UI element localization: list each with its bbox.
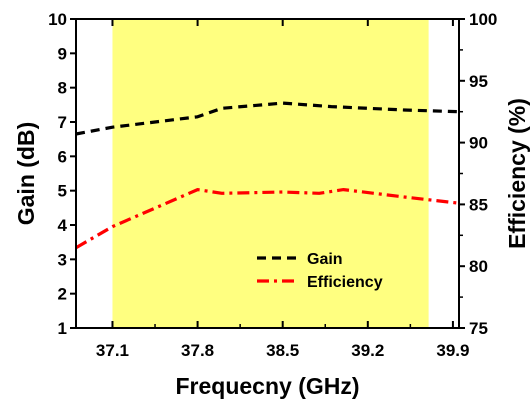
right-y-tick-label: 85 [469, 195, 488, 214]
left-y-tick-label: 2 [58, 285, 67, 304]
x-axis-title: Frequecny (GHz) [175, 373, 359, 399]
x-tick-label: 37.1 [96, 341, 129, 360]
right-y-tick-label: 80 [469, 257, 488, 276]
series-layer [75, 101, 460, 250]
x-tick-label: 37.8 [181, 341, 214, 360]
ticks-layer: 37.1 37.8 38.5 39.2 39.9 1 2 3 4 5 6 7 8 9 10 75 80 85 90 9… [48, 10, 497, 360]
x-tick-label: 39.9 [436, 341, 469, 360]
legend-label-efficiency: Efficiency [307, 274, 383, 291]
series-line-gain [75, 101, 460, 136]
left-y-tick-label: 10 [48, 10, 67, 29]
legend-label-gain: Gain [307, 251, 343, 268]
left-y-tick-label: 7 [58, 113, 67, 132]
highlight-band [112, 19, 429, 328]
left-y-tick-label: 6 [58, 147, 67, 166]
left-y-tick-label: 1 [58, 319, 67, 338]
right-y-tick-label: 90 [469, 134, 488, 153]
left-y-axis-title: Gain (dB) [13, 122, 39, 226]
legend: Gain Efficiency [257, 251, 383, 291]
right-y-tick-label: 100 [469, 10, 497, 29]
left-y-tick-label: 9 [58, 44, 67, 63]
x-tick-label: 38.5 [266, 341, 299, 360]
x-tick-label: 39.2 [351, 341, 384, 360]
right-y-axis-title: Efficiency (%) [504, 98, 530, 249]
right-y-tick-label: 95 [469, 72, 488, 91]
left-y-tick-label: 4 [58, 216, 68, 235]
right-y-tick-label: 75 [469, 319, 488, 338]
highlight-band-layer [112, 19, 429, 328]
left-y-tick-label: 8 [58, 79, 67, 98]
left-y-tick-label: 3 [58, 250, 67, 269]
left-y-tick-label: 5 [58, 182, 67, 201]
